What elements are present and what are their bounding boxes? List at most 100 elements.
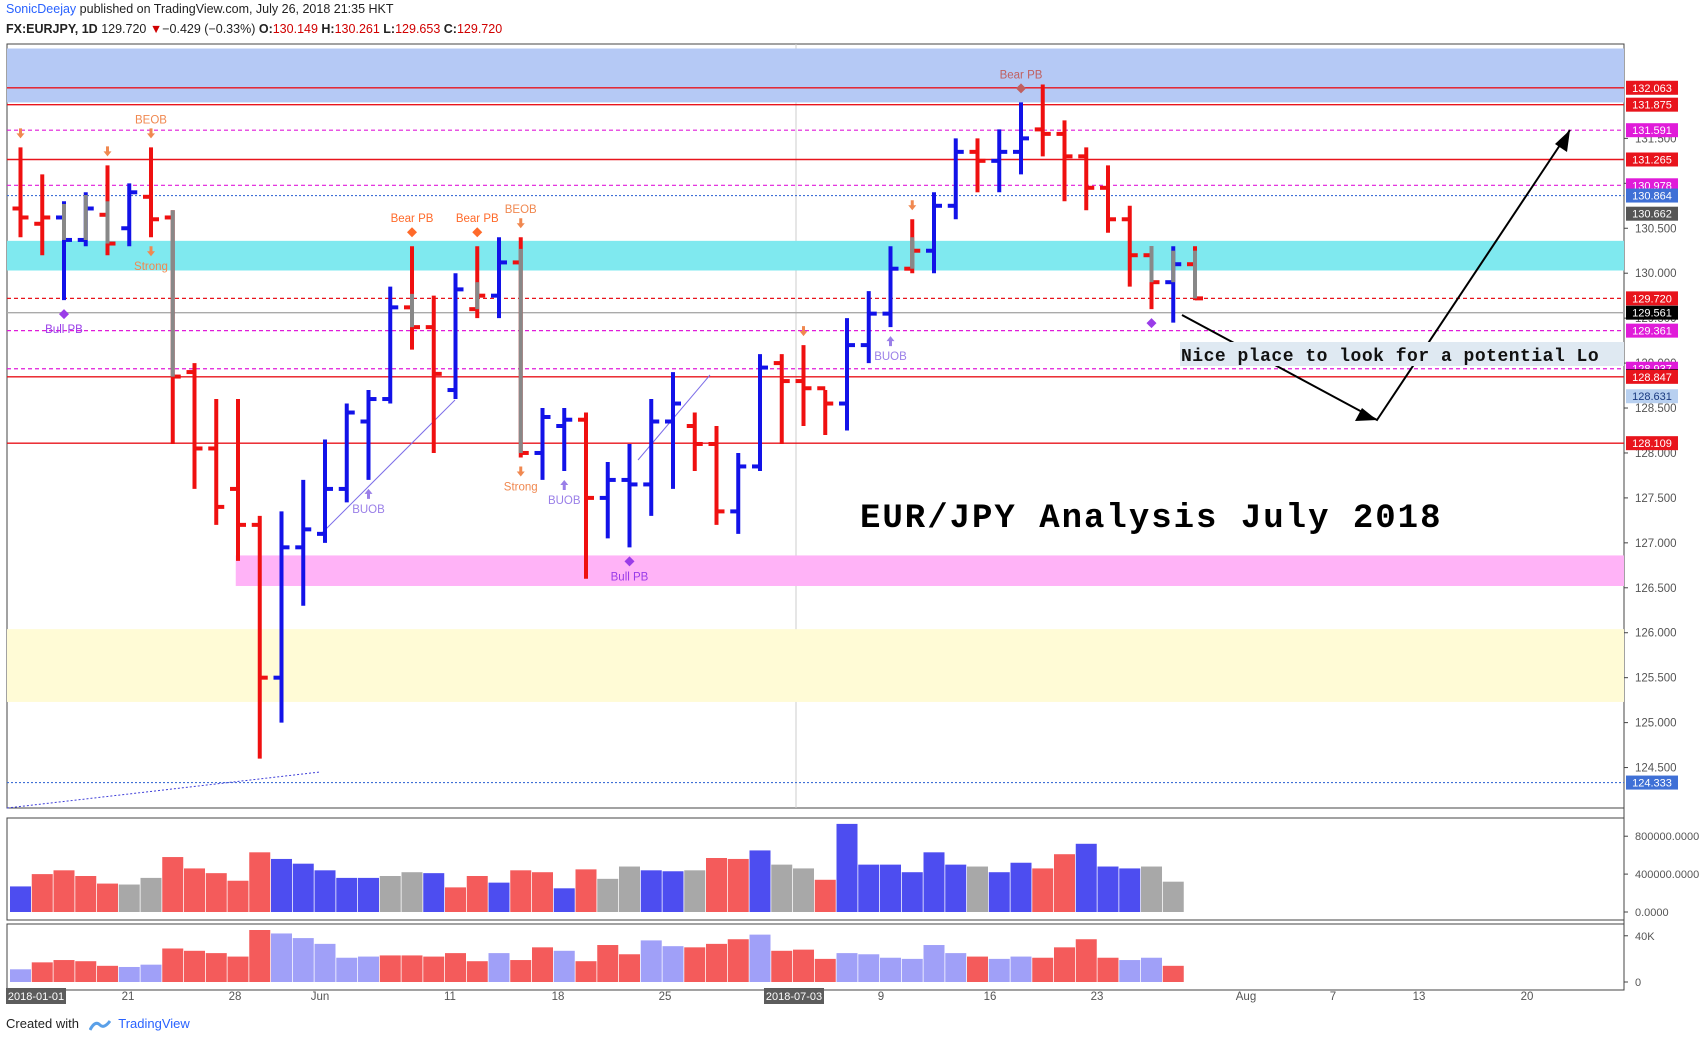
volume-bar [1162,881,1184,912]
ohlc-bar [1056,120,1073,202]
signal-marker: Bull PB [611,556,649,583]
ohlc-bar [839,318,855,431]
tick-volume-bar [923,945,945,982]
tick-volume-bar [97,965,118,982]
price-tick-label-7: 128.000 [1635,448,1677,460]
arrow-up-marker-icon [560,479,569,490]
price-tag-3: 131.265 [1626,152,1678,167]
date-tick-label: 23 [1091,991,1104,1003]
ohlc-bar [1078,147,1095,211]
tick-volume-bar [901,958,923,982]
volume-bar [858,864,880,912]
date-tick-label: 18 [552,991,565,1003]
price-tag-label: 131.591 [1632,125,1672,137]
volume-bar [445,887,466,912]
price-tag-bg [1626,123,1678,138]
ohlc-bar [317,439,333,543]
price-tag-label: 132.063 [1632,83,1672,95]
tick-volume-bar [1162,965,1184,982]
ohlc-bar [273,511,290,723]
open-label: O: [258,22,273,36]
high-value: 130.261 [334,22,380,36]
ohlc-bar [1034,84,1051,157]
tradingview-brand-link[interactable]: TradingView [118,1016,190,1031]
price-tick-label-13: 125.000 [1635,718,1677,730]
tick-volume-bar [401,955,423,982]
arrow-up-marker-icon [886,336,895,347]
signal-marker [908,200,917,211]
tick-volume-bar [967,956,988,982]
arrow-down-marker-icon [799,326,808,337]
zone-rect-0 [7,48,1624,103]
volume-bar [249,852,271,912]
volume-bar [1054,854,1075,912]
trendline-bottom-dotted [6,771,321,809]
forecast-arrowhead-up-icon [1555,130,1570,152]
tick-volume-bar [662,946,684,982]
low-label: L: [383,22,396,36]
volume-bar [1097,866,1119,912]
volume-bar [684,870,706,912]
volume-bar [205,873,227,912]
volume-bar [401,872,423,912]
tick-volume-bar [162,948,184,982]
marker-label: BUOB [548,495,581,507]
tick-volume-bar [575,961,597,982]
tick-volume-bar [684,947,706,982]
diamond-marker-icon [59,309,69,320]
tradingview-logo-icon [88,1019,111,1031]
volume-bar [162,857,184,912]
tick-volume-tick-label: 40K [1635,931,1655,943]
price-tick-label-9: 127.000 [1635,538,1677,550]
ohlc-bar [121,183,138,247]
author-link[interactable]: SonicDeejay [6,2,77,16]
created-with-label: Created with [6,1016,79,1031]
volume-bar [292,863,314,912]
volume-bar [532,872,553,912]
low-value: 129.653 [395,22,441,36]
price-tag-5: 130.864 [1626,188,1678,203]
ohlc-bar [186,363,203,489]
price-tag-14: 128.109 [1626,436,1678,451]
ohlc-bar [143,147,159,238]
tick-volume-bar [988,958,1010,982]
volume-bar [945,864,967,912]
signal-marker [103,146,112,157]
price-tag-label: 129.361 [1632,326,1672,338]
ohlc-bar [991,129,1008,193]
volume-bar [1119,868,1141,912]
date-tick-label: 7 [1330,991,1336,1003]
date-tick-label: 20 [1521,991,1534,1003]
volume-bar [227,880,249,912]
tick-volume-bar [1032,957,1054,982]
price-tag-0: 132.063 [1626,80,1678,95]
volume-bar [727,858,749,912]
ohlc-bar [665,372,681,489]
tick-volume-bar [532,947,553,982]
volume-tick-label: 0.0000 [1635,907,1669,919]
signal-marker: BUOB [352,488,385,516]
tick-volume-bar [271,933,292,982]
ohlc-bar [578,412,594,579]
price-tick-label-10: 126.500 [1635,583,1677,595]
marker-label: Bull PB [611,571,649,583]
arrow-down-marker-icon [516,466,525,477]
symbol-name[interactable]: FX:EURJPY, 1D [6,22,98,36]
volume-tick-label: 400000.0000 [1635,869,1699,881]
price-tag-bg [1626,152,1678,167]
volume-bar [575,869,597,912]
price-tag-label: 128.631 [1632,391,1672,403]
diamond-marker-icon [472,227,483,238]
marker-label: Bear PB [391,213,434,225]
ohlc-bar [425,295,442,453]
volume-bar [967,866,988,912]
arrow-down-marker-icon [147,128,155,139]
volume-bar [140,877,162,912]
ohlc-bar [795,345,812,426]
ohlc-bar [860,291,877,364]
tick-volume-bar [945,953,967,982]
tick-volume-bar [706,943,727,982]
signal-marker: Bear PB [456,213,499,238]
volume-bar [423,873,445,912]
